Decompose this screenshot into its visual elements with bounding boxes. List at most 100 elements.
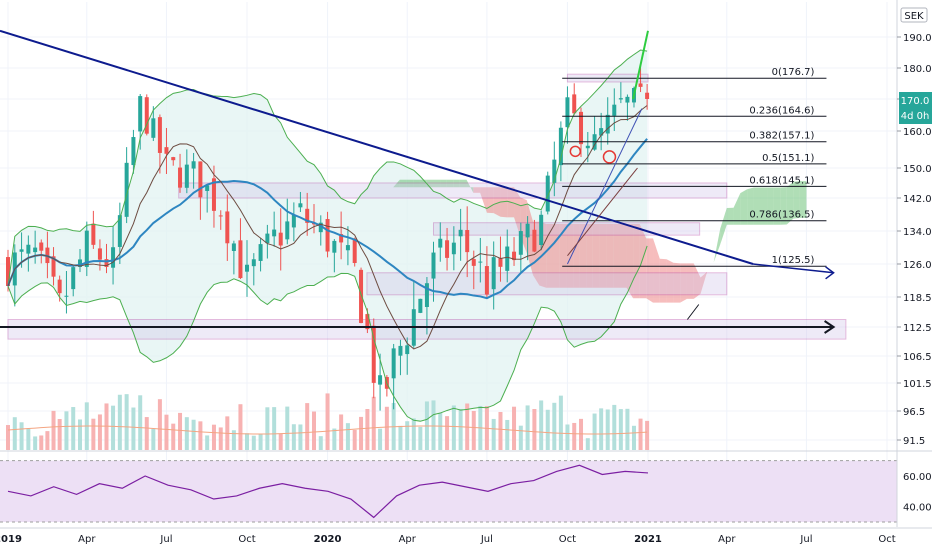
candle-bullish[interactable] <box>565 97 570 128</box>
channel-line-lower[interactable] <box>567 167 638 257</box>
marker-circle[interactable] <box>602 150 617 164</box>
candle-bearish[interactable] <box>498 258 503 267</box>
candle-bullish[interactable] <box>318 222 323 233</box>
candle-bullish[interactable] <box>138 96 143 132</box>
candle-bearish[interactable] <box>39 242 44 251</box>
candle-bearish[interactable] <box>51 256 56 277</box>
candle-bearish[interactable] <box>445 240 450 258</box>
candle-bullish[interactable] <box>131 137 136 166</box>
candle-bullish[interactable] <box>26 244 31 254</box>
candle-bearish[interactable] <box>512 251 517 261</box>
candle-bearish[interactable] <box>532 229 537 252</box>
descending-trendline[interactable] <box>0 29 754 265</box>
breakout-line[interactable] <box>632 30 649 100</box>
candle-bearish[interactable] <box>471 259 476 266</box>
candle-bearish[interactable] <box>218 215 223 217</box>
candle-bearish[interactable] <box>171 157 176 161</box>
candle-bullish[interactable] <box>525 223 530 238</box>
candle-bearish[interactable] <box>238 240 243 279</box>
drawn-trendlines[interactable] <box>0 29 836 334</box>
candle-bearish[interactable] <box>484 266 489 295</box>
candle-bearish[interactable] <box>305 208 310 223</box>
candle-bullish[interactable] <box>124 162 129 217</box>
candle-bullish[interactable] <box>491 257 496 290</box>
candle-bullish[interactable] <box>111 247 116 268</box>
candle-bullish[interactable] <box>545 175 550 212</box>
candle-bullish[interactable] <box>205 185 210 191</box>
candle-bullish[interactable] <box>64 295 69 297</box>
candle-bearish[interactable] <box>645 92 650 99</box>
candle-bearish[interactable] <box>97 248 102 260</box>
candle-bullish[interactable] <box>272 229 277 237</box>
candle-bullish[interactable] <box>298 203 303 208</box>
candle-bullish[interactable] <box>539 214 544 246</box>
candle-bullish[interactable] <box>625 96 630 103</box>
zone-box[interactable] <box>366 272 728 296</box>
candle-bearish[interactable] <box>325 219 330 252</box>
candle-bearish[interactable] <box>579 111 584 145</box>
candle-bullish[interactable] <box>265 233 270 244</box>
channel-line-upper[interactable] <box>566 108 643 265</box>
candle-bearish[interactable] <box>371 325 376 383</box>
currency-badge[interactable] <box>900 7 928 23</box>
candle-bullish[interactable] <box>391 348 396 379</box>
candle-bearish[interactable] <box>278 232 283 246</box>
candle-bullish[interactable] <box>438 238 443 248</box>
candle-bullish[interactable] <box>505 246 510 271</box>
candle-bullish[interactable] <box>431 252 436 279</box>
candle-bullish[interactable] <box>518 231 523 255</box>
candle-bearish[interactable] <box>638 83 643 87</box>
candle-bearish[interactable] <box>144 97 149 134</box>
candle-bearish[interactable] <box>198 161 203 198</box>
candle-bullish[interactable] <box>258 244 263 261</box>
candle-bullish[interactable] <box>398 345 403 356</box>
candle-bullish[interactable] <box>558 127 563 166</box>
candle-bullish[interactable] <box>231 243 236 251</box>
candle-bullish[interactable] <box>451 242 456 255</box>
zone-box[interactable] <box>432 222 701 236</box>
candle-bullish[interactable] <box>612 104 617 116</box>
candle-bearish[interactable] <box>365 314 370 330</box>
candle-bullish[interactable] <box>151 118 156 138</box>
trendline-arrow-shaft[interactable] <box>752 263 834 274</box>
trendline-arrow-head[interactable] <box>825 266 835 280</box>
candle-bullish[interactable] <box>245 264 250 272</box>
candle-bullish[interactable] <box>478 261 483 263</box>
marker-circle[interactable] <box>569 145 582 158</box>
candle-bearish[interactable] <box>572 94 577 114</box>
candle-bullish[interactable] <box>552 159 557 183</box>
candle-bullish[interactable] <box>585 145 590 149</box>
support-arrow-head[interactable] <box>824 320 836 334</box>
candle-bearish[interactable] <box>91 223 96 245</box>
candle-bullish[interactable] <box>117 215 122 247</box>
candle-bullish[interactable] <box>19 249 24 252</box>
candle-bullish[interactable] <box>332 240 337 253</box>
zone-box[interactable] <box>178 182 728 199</box>
candle-bearish[interactable] <box>339 234 344 243</box>
candle-bearish[interactable] <box>178 167 183 188</box>
candle-bullish[interactable] <box>458 229 463 237</box>
candle-bullish[interactable] <box>378 375 383 385</box>
candle-bullish[interactable] <box>71 267 76 290</box>
candle-bullish[interactable] <box>285 221 290 240</box>
candle-bullish[interactable] <box>599 128 604 136</box>
candle-bullish[interactable] <box>345 245 350 251</box>
candle-bearish[interactable] <box>6 257 10 286</box>
candle-bearish[interactable] <box>211 178 216 211</box>
candle-bearish[interactable] <box>57 279 62 294</box>
candle-bearish[interactable] <box>465 230 470 253</box>
candle-bearish[interactable] <box>352 238 357 264</box>
candle-bullish[interactable] <box>84 230 89 267</box>
candle-bearish[interactable] <box>157 117 162 153</box>
price-axis[interactable]: 190.0 180.0 170.0 160.0 150.0 142.0 134.0 126.0… <box>896 0 932 527</box>
candle-bullish[interactable] <box>78 259 83 267</box>
candle-bullish[interactable] <box>291 214 296 228</box>
small-arrow-shaft[interactable] <box>686 304 700 320</box>
candle-bearish[interactable] <box>104 259 109 267</box>
candle-bullish[interactable] <box>251 259 256 267</box>
candle-bullish[interactable] <box>191 161 196 169</box>
candle-bullish[interactable] <box>405 345 410 355</box>
candle-bearish[interactable] <box>359 269 364 323</box>
candle-bullish[interactable] <box>184 164 189 188</box>
candle-bearish[interactable] <box>225 211 230 244</box>
